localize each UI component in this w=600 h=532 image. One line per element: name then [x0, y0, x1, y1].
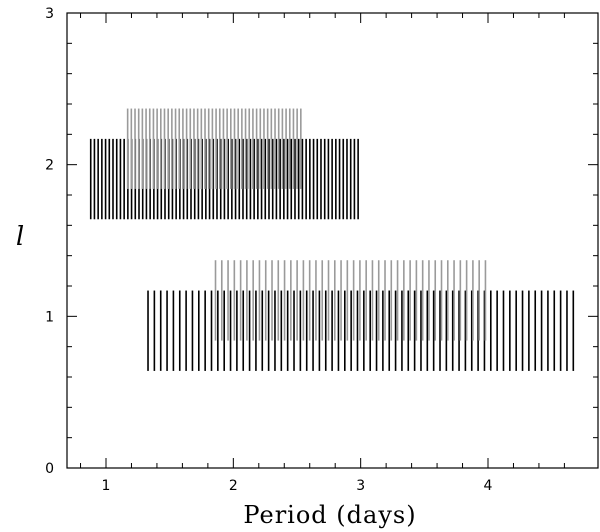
y-tick-label: 1: [45, 309, 54, 325]
plot-frame: [66, 12, 599, 469]
series-3-l1: [214, 260, 487, 341]
x-tick-label: 1: [102, 478, 111, 494]
series-1-l2: [126, 108, 302, 189]
y-tick-label: 2: [45, 158, 54, 174]
x-tick-label: 4: [484, 478, 493, 494]
axis-ticks: 1 2 3 4 0 1 2 3: [45, 6, 598, 494]
x-tick-label: 3: [356, 478, 365, 494]
y-axis-title: l: [16, 222, 24, 252]
series-marks: [89, 108, 575, 371]
y-tick-label: 0: [45, 461, 54, 477]
x-axis-title: Period (days): [243, 501, 416, 529]
y-tick-label: 3: [45, 6, 54, 22]
x-tick-label: 2: [229, 478, 238, 494]
series-2-l1: [147, 290, 575, 371]
